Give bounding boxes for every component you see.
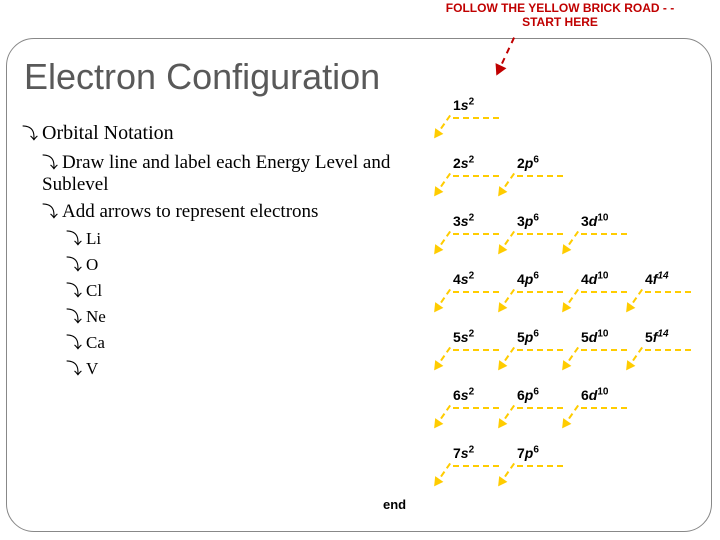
diagonal-arrow [562, 405, 579, 427]
orbital-cell-4s: 4s2 [453, 270, 499, 293]
orbital-label: 7s2 [453, 445, 474, 461]
orbital-label: 5d10 [581, 329, 608, 345]
aufbau-diagram: 1s2 2s2 2p6 3s2 3p6 3d10 4s2 4p6 4d10 4f14 5s2 5p6 5… [395, 60, 715, 530]
orbital-dash [517, 465, 563, 467]
element-item: ⤵O [66, 251, 402, 275]
orbital-dash [581, 233, 627, 235]
diagonal-arrow [434, 231, 451, 253]
orbital-label: 6d10 [581, 387, 608, 403]
orbital-label: 3s2 [453, 213, 474, 229]
orbital-dash [453, 465, 499, 467]
orbital-dash [453, 407, 499, 409]
orbital-cell-6s: 6s2 [453, 386, 499, 409]
orbital-dash [517, 175, 563, 177]
orbital-cell-1s: 1s2 [453, 96, 499, 119]
orbital-cell-7s: 7s2 [453, 444, 499, 467]
orbital-dash [645, 349, 691, 351]
orbital-cell-7p: 7p6 [517, 444, 563, 467]
orbital-cell-2p: 2p6 [517, 154, 563, 177]
orbital-dash [645, 291, 691, 293]
element-item: ⤵Cl [66, 277, 402, 301]
diagonal-arrow [498, 173, 515, 195]
diagonal-arrow [434, 405, 451, 427]
orbital-label: 4f14 [645, 271, 669, 287]
diagonal-arrow [562, 231, 579, 253]
orbital-dash [581, 349, 627, 351]
diagonal-arrow [562, 347, 579, 369]
orbital-label: 4s2 [453, 271, 474, 287]
orbital-label: 6p6 [517, 387, 539, 403]
diagonal-arrow [562, 289, 579, 311]
orbital-dash [453, 291, 499, 293]
orbital-label: 4d10 [581, 271, 608, 287]
orbital-cell-3s: 3s2 [453, 212, 499, 235]
orbital-dash [517, 291, 563, 293]
outline-h1: ⤵Orbital Notation [22, 120, 402, 145]
element-item: ⤵Li [66, 225, 402, 249]
diagonal-arrow [498, 463, 515, 485]
orbital-label: 6s2 [453, 387, 474, 403]
outline: ⤵Orbital Notation ⤵Draw line and label e… [22, 120, 402, 381]
banner: FOLLOW THE YELLOW BRICK ROAD - - START H… [405, 2, 715, 30]
orbital-dash [453, 349, 499, 351]
orbital-cell-3d: 3d10 [581, 212, 627, 235]
orbital-label: 7p6 [517, 445, 539, 461]
orbital-label: 2s2 [453, 155, 474, 171]
orbital-dash [581, 291, 627, 293]
orbital-cell-5s: 5s2 [453, 328, 499, 351]
banner-line1: FOLLOW THE YELLOW BRICK ROAD - - [446, 1, 674, 15]
orbital-label: 5s2 [453, 329, 474, 345]
orbital-dash [453, 175, 499, 177]
orbital-cell-6d: 6d10 [581, 386, 627, 409]
orbital-dash [453, 233, 499, 235]
diagonal-arrow [434, 115, 451, 137]
orbital-cell-2s: 2s2 [453, 154, 499, 177]
orbital-cell-5d: 5d10 [581, 328, 627, 351]
orbital-cell-6p: 6p6 [517, 386, 563, 409]
orbital-cell-4d: 4d10 [581, 270, 627, 293]
orbital-cell-4p: 4p6 [517, 270, 563, 293]
diagonal-arrow [498, 347, 515, 369]
orbital-label: 3d10 [581, 213, 608, 229]
orbital-label: 5f14 [645, 329, 669, 345]
orbital-cell-5f: 5f14 [645, 328, 691, 351]
orbital-label: 4p6 [517, 271, 539, 287]
diagonal-arrow [498, 405, 515, 427]
diagonal-arrow [626, 347, 643, 369]
orbital-dash [517, 349, 563, 351]
diagonal-arrow [498, 231, 515, 253]
diagonal-arrow [626, 289, 643, 311]
orbital-cell-4f: 4f14 [645, 270, 691, 293]
banner-line2: START HERE [522, 15, 598, 29]
orbital-dash [517, 233, 563, 235]
diagonal-arrow [434, 289, 451, 311]
orbital-dash [453, 117, 499, 119]
diagonal-arrow [434, 347, 451, 369]
outline-h2b: ⤵Add arrows to represent electrons [42, 198, 402, 223]
element-item: ⤵V [66, 355, 402, 379]
diagonal-arrow [434, 463, 451, 485]
orbital-label: 3p6 [517, 213, 539, 229]
orbital-cell-3p: 3p6 [517, 212, 563, 235]
orbital-label: 5p6 [517, 329, 539, 345]
element-item: ⤵Ca [66, 329, 402, 353]
orbital-label: 2p6 [517, 155, 539, 171]
orbital-label: 1s2 [453, 97, 474, 113]
orbital-dash [581, 407, 627, 409]
element-item: ⤵Ne [66, 303, 402, 327]
diagonal-arrow [434, 173, 451, 195]
orbital-cell-5p: 5p6 [517, 328, 563, 351]
diagonal-arrow [498, 289, 515, 311]
page-title: Electron Configuration [24, 56, 380, 98]
orbital-dash [517, 407, 563, 409]
outline-h2a: ⤵Draw line and label each Energy Level a… [42, 149, 402, 196]
